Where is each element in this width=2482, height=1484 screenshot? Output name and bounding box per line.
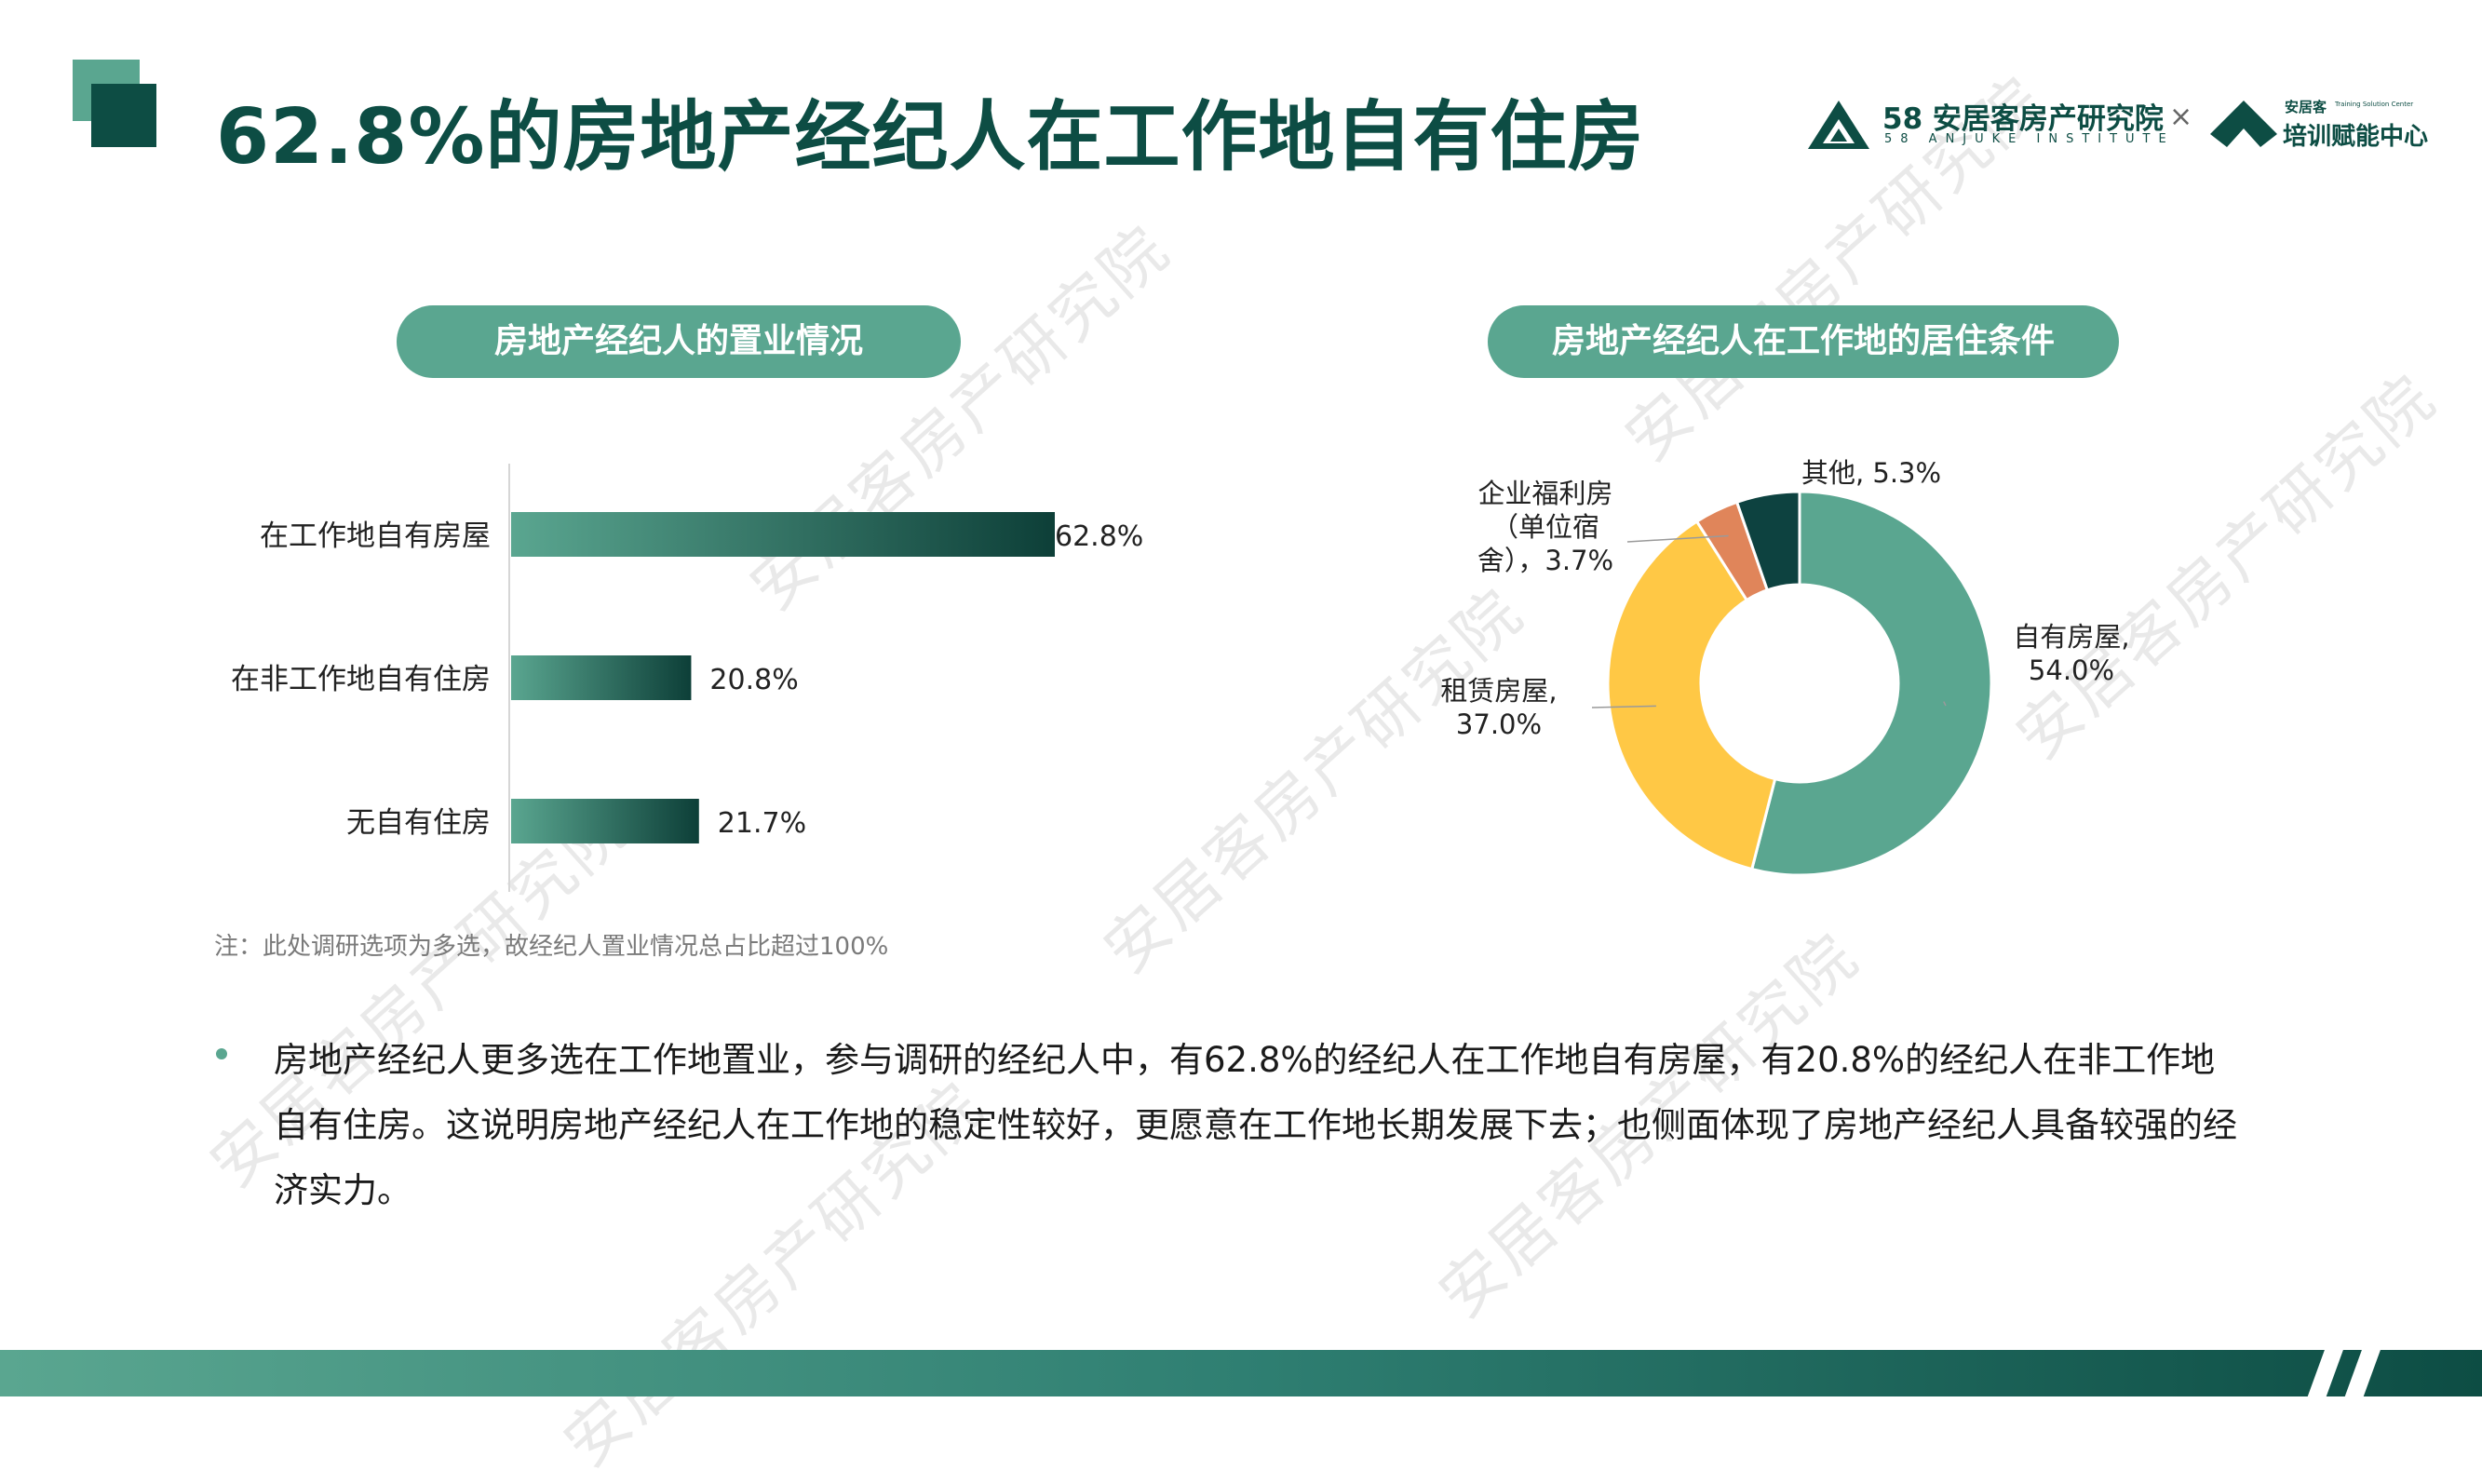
chart-footnote: 注：此处调研选项为多选，故经纪人置业情况总占比超过100%	[214, 933, 889, 961]
bullet-icon	[216, 1048, 227, 1059]
footer-band	[0, 1350, 2482, 1396]
bar	[511, 512, 1055, 557]
donut-slice-label: 企业福利房（单位宿舍），3.7%	[1477, 478, 1613, 576]
logo-times-sign: ×	[2169, 101, 2193, 133]
donut-slice	[1734, 490, 1801, 592]
donut-leader-line	[1591, 705, 1656, 708]
bar-value-label: 21.7%	[718, 807, 806, 840]
bar-category-label: 在工作地自有房屋	[260, 519, 491, 553]
summary-text: 房地产经纪人更多选在工作地置业，参与调研的经纪人中，有62.8%的经纪人在工作地…	[274, 1040, 2237, 1210]
page-title: 62.8%的房地产经纪人在工作地自有住房	[216, 93, 1645, 182]
bar-category-label: 在非工作地自有住房	[231, 663, 491, 696]
bar-value-label: 62.8%	[1055, 520, 1143, 553]
footer-slash-decoration	[2338, 1350, 2384, 1396]
summary-block: 房地产经纪人更多选在工作地置业，参与调研的经纪人中，有62.8%的经纪人在工作地…	[214, 1028, 2262, 1223]
bar-value-label: 20.8%	[709, 664, 798, 696]
anjuke-institute-logo-subtext: 58 ANJUKE INSTITUTE	[1884, 132, 2175, 146]
donut-leader-line	[1626, 534, 1729, 543]
donut-slice	[1606, 519, 1777, 871]
left-chart-title: 房地产经纪人的置业情况	[397, 305, 961, 378]
anjuke-logo-icon	[1808, 101, 1869, 149]
bar	[511, 799, 699, 843]
donut-slice-label: 自有房屋, 54.0%	[2013, 621, 2129, 686]
title-decoration-dark	[91, 84, 156, 147]
right-chart-title: 房地产经纪人在工作地的居住条件	[1488, 305, 2119, 378]
anjuke-institute-logo-text: 58 安居客房产研究院	[1882, 102, 2164, 136]
training-center-logo-tiny-text: Training Solution Center	[2335, 101, 2414, 108]
donut-slice-label: 其他, 5.3%	[1801, 457, 1941, 489]
donut-slice	[1749, 490, 1993, 877]
bar	[511, 655, 692, 700]
bar-category-label: 无自有住房	[346, 806, 491, 840]
training-center-logo-icon	[2210, 101, 2277, 147]
logo-area: 58 安居客房产研究院 58 ANJUKE INSTITUTE × 安居客 Tr…	[1806, 91, 2428, 164]
training-center-logo-small-text: 安居客	[2285, 99, 2327, 115]
living-condition-donut-chart: 自有房屋, 54.0% 租赁房屋, 37.0% 企业福利房（单位宿舍），3.7% 其他, …	[1440, 457, 2130, 877]
ownership-bar-chart: 在工作地自有房屋 62.8% 在非工作地自有住房 20.8% 无自有住房 21.7%	[231, 464, 1143, 892]
training-center-logo-text: 培训赋能中心	[2283, 123, 2429, 151]
donut-slice-label: 租赁房屋, 37.0%	[1440, 675, 1557, 740]
donut-leader-line	[1943, 701, 1947, 707]
footer-slash-decoration	[2300, 1350, 2347, 1396]
